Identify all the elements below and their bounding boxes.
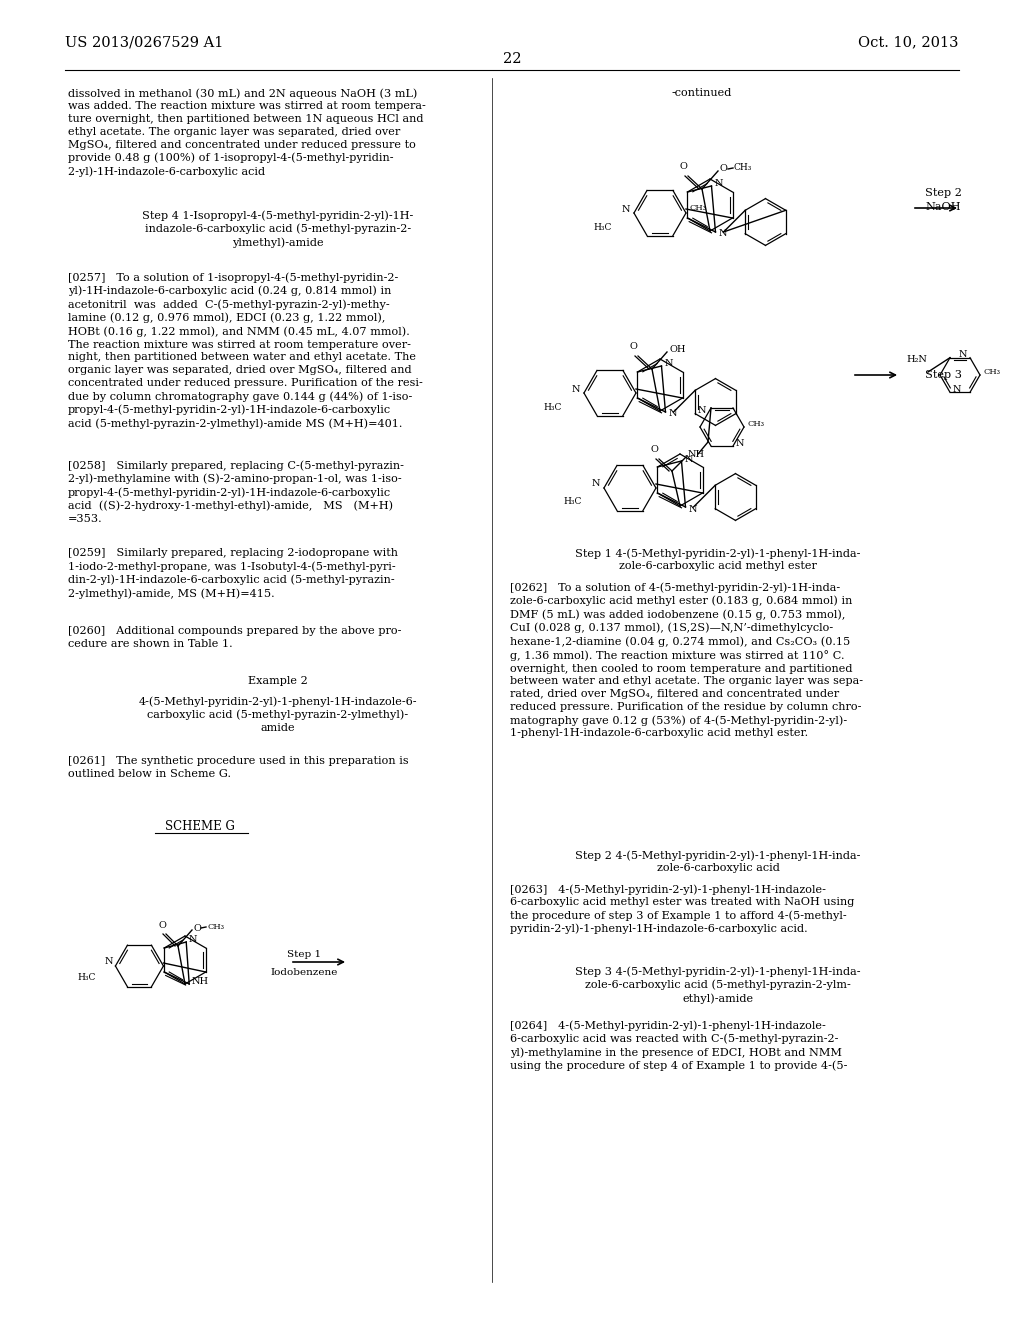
Text: N: N (665, 359, 673, 368)
Text: Oct. 10, 2013: Oct. 10, 2013 (858, 36, 959, 49)
Text: H₃C: H₃C (544, 403, 562, 412)
Text: Step 1 4-(5-Methyl-pyridin-2-yl)-1-phenyl-1H-inda-
zole-6-carboxylic acid methyl: Step 1 4-(5-Methyl-pyridin-2-yl)-1-pheny… (575, 548, 861, 572)
Text: NH: NH (191, 978, 208, 986)
Text: Step 4 1-Isopropyl-4-(5-methyl-pyridin-2-yl)-1H-
indazole-6-carboxylic acid (5-m: Step 4 1-Isopropyl-4-(5-methyl-pyridin-2… (142, 210, 414, 248)
Text: [0264]   4-(5-Methyl-pyridin-2-yl)-1-phenyl-1H-indazole-
6-carboxylic acid was r: [0264] 4-(5-Methyl-pyridin-2-yl)-1-pheny… (510, 1020, 848, 1072)
Text: [0263]   4-(5-Methyl-pyridin-2-yl)-1-phenyl-1H-indazole-
6-carboxylic acid methy: [0263] 4-(5-Methyl-pyridin-2-yl)-1-pheny… (510, 884, 854, 935)
Text: N: N (188, 936, 197, 945)
Text: CH₃: CH₃ (207, 923, 224, 931)
Text: [0262]   To a solution of 4-(5-methyl-pyridin-2-yl)-1H-inda-
zole-6-carboxylic a: [0262] To a solution of 4-(5-methyl-pyri… (510, 582, 863, 738)
Text: Step 1: Step 1 (287, 950, 322, 960)
Text: SCHEME G: SCHEME G (165, 820, 234, 833)
Text: 4-(5-Methyl-pyridin-2-yl)-1-phenyl-1H-indazole-6-
carboxylic acid (5-methyl-pyra: 4-(5-Methyl-pyridin-2-yl)-1-phenyl-1H-in… (138, 696, 417, 733)
Text: N: N (688, 504, 697, 513)
Text: O: O (158, 921, 166, 931)
Text: N: N (697, 407, 706, 416)
Text: Step 2: Step 2 (925, 187, 962, 198)
Text: N: N (953, 385, 962, 393)
Text: dissolved in methanol (30 mL) and 2N aqueous NaOH (3 mL)
was added. The reaction: dissolved in methanol (30 mL) and 2N aqu… (68, 88, 426, 177)
Text: H₃C: H₃C (77, 974, 95, 982)
Text: Step 2 4-(5-Methyl-pyridin-2-yl)-1-phenyl-1H-inda-
zole-6-carboxylic acid: Step 2 4-(5-Methyl-pyridin-2-yl)-1-pheny… (575, 850, 861, 874)
Text: Step 3 4-(5-Methyl-pyridin-2-yl)-1-phenyl-1H-inda-
zole-6-carboxylic acid (5-met: Step 3 4-(5-Methyl-pyridin-2-yl)-1-pheny… (575, 966, 861, 1003)
Text: [0257]   To a solution of 1-isopropyl-4-(5-methyl-pyridin-2-
yl)-1H-indazole-6-c: [0257] To a solution of 1-isopropyl-4-(5… (68, 272, 423, 429)
Text: CH₃: CH₃ (984, 368, 1001, 376)
Text: US 2013/0267529 A1: US 2013/0267529 A1 (65, 36, 223, 49)
Text: O: O (629, 342, 637, 351)
Text: Iodobenzene: Iodobenzene (270, 968, 338, 977)
Text: [0259]   Similarly prepared, replacing 2-iodopropane with
1-iodo-2-methyl-propan: [0259] Similarly prepared, replacing 2-i… (68, 548, 398, 599)
Text: N: N (622, 205, 630, 214)
Text: N: N (736, 438, 744, 447)
Text: CH₃: CH₃ (734, 162, 753, 172)
Text: O: O (650, 445, 658, 454)
Text: N: N (104, 957, 113, 966)
Text: O: O (720, 164, 728, 173)
Text: CH₃: CH₃ (690, 205, 707, 213)
Text: H₃C: H₃C (563, 498, 582, 507)
Text: CH₃: CH₃ (748, 420, 765, 428)
Text: N: N (669, 409, 677, 418)
Text: [0261]   The synthetic procedure used in this preparation is
outlined below in S: [0261] The synthetic procedure used in t… (68, 756, 409, 779)
Text: -continued: -continued (672, 88, 732, 98)
Text: [0258]   Similarly prepared, replacing C-(5-methyl-pyrazin-
2-yl)-methylamine wi: [0258] Similarly prepared, replacing C-(… (68, 459, 403, 524)
Text: N: N (592, 479, 600, 488)
Text: N: N (571, 384, 581, 393)
Text: OH: OH (669, 345, 685, 354)
Text: NaOH: NaOH (925, 202, 961, 213)
Text: O: O (194, 924, 202, 933)
Text: N: N (684, 454, 693, 463)
Text: Step 3: Step 3 (925, 370, 962, 380)
Text: NH: NH (688, 450, 706, 459)
Text: N: N (719, 230, 727, 239)
Text: O: O (679, 162, 687, 172)
Text: Example 2: Example 2 (248, 676, 308, 686)
Text: [0260]   Additional compounds prepared by the above pro-
cedure are shown in Tab: [0260] Additional compounds prepared by … (68, 626, 401, 649)
Text: 22: 22 (503, 51, 521, 66)
Text: N: N (958, 350, 967, 359)
Text: H₂N: H₂N (906, 355, 927, 364)
Text: N: N (715, 180, 723, 189)
Text: H₃C: H₃C (594, 223, 612, 231)
